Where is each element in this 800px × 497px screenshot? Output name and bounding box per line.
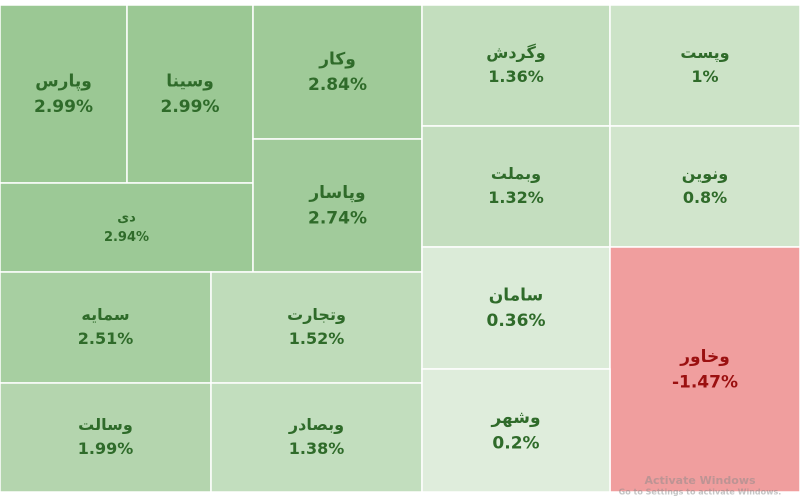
tile	[609, 246, 800, 493]
tile-value: 2.94%	[104, 230, 149, 245]
tile	[421, 246, 611, 370]
tile	[252, 4, 423, 140]
tile	[0, 182, 254, 273]
tile-value: 0.8%	[683, 188, 727, 207]
tile-value: -1.47%	[672, 372, 738, 392]
tile-value: 1.36%	[488, 67, 544, 86]
tile	[421, 4, 611, 127]
watermark: Activate Windows	[644, 474, 756, 487]
tile	[0, 382, 212, 493]
tile-value: 2.99%	[34, 97, 93, 117]
tile-name: سمایه	[81, 305, 129, 324]
tile-value: 0.36%	[487, 311, 546, 331]
tile	[421, 368, 611, 493]
tile-name: سامان	[489, 285, 544, 305]
tile	[421, 125, 611, 248]
tile-name: وبصادر	[288, 415, 344, 434]
tile-name: وبملت	[491, 164, 541, 183]
tile-name: وپست	[680, 43, 729, 63]
tile-value: 1.38%	[289, 439, 345, 458]
tile-value: 1%	[691, 67, 718, 86]
tile-value: 0.2%	[492, 433, 539, 453]
tile-name: دی	[117, 210, 136, 225]
tile-value: 2.99%	[161, 97, 220, 117]
tile	[252, 138, 423, 273]
tile	[609, 125, 800, 248]
tile-name: وتجارت	[287, 305, 346, 324]
tile-value: 1.52%	[289, 329, 345, 348]
tile-name: وکار	[318, 49, 356, 69]
tile-name: وپارس	[35, 71, 92, 91]
tile-name: وسالت	[78, 415, 133, 434]
tile-name: ونوین	[682, 164, 728, 183]
tile	[0, 271, 212, 384]
tile	[126, 4, 254, 184]
tile-name: وسینا	[166, 71, 214, 91]
tile-name: وگردش	[486, 43, 546, 62]
tile-value: 1.99%	[78, 439, 134, 458]
tile	[0, 4, 128, 184]
tile	[210, 382, 423, 493]
tile-value: 1.32%	[488, 188, 544, 207]
tile	[210, 271, 423, 384]
tile-name: وخاور	[679, 347, 730, 367]
tile	[609, 4, 800, 127]
tile-value: 2.84%	[308, 75, 367, 95]
tile-value: 2.51%	[78, 329, 134, 348]
tile-value: 2.74%	[308, 208, 367, 228]
tile-name: وشهر	[490, 408, 540, 428]
tile-name: وپاسار	[308, 183, 365, 203]
watermark: Go to Settings to activate Windows.	[619, 488, 782, 497]
